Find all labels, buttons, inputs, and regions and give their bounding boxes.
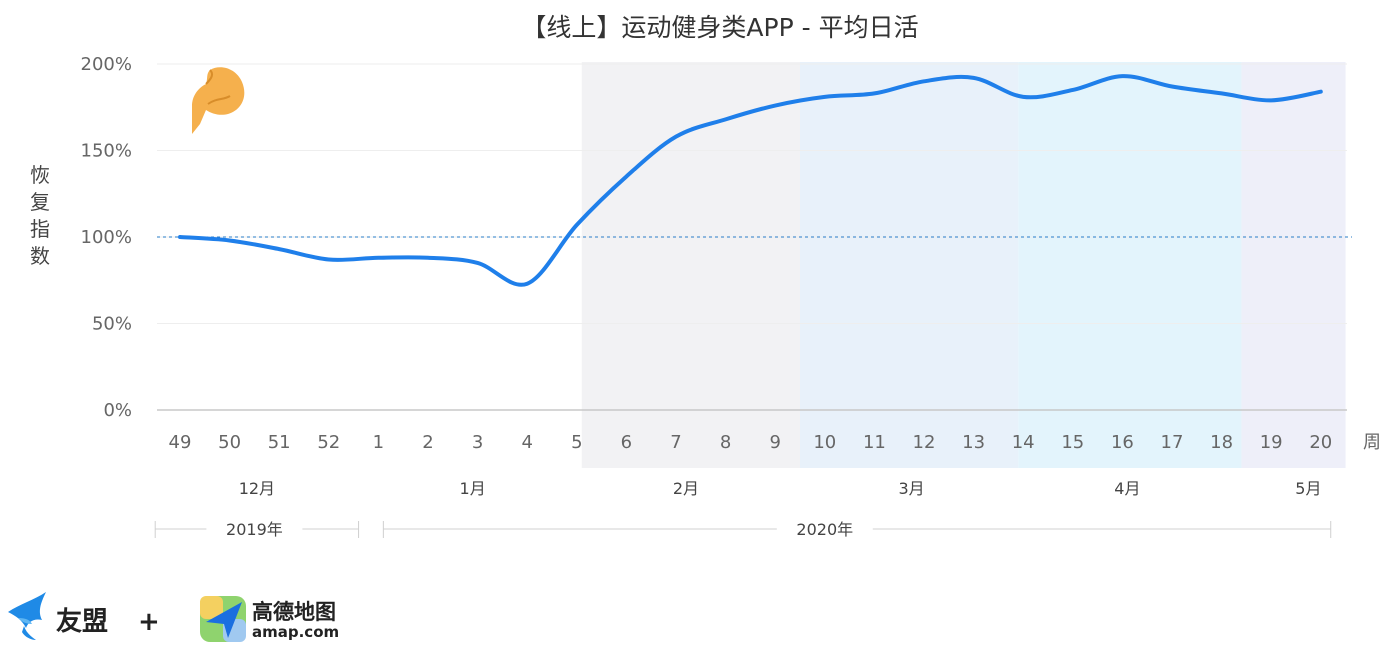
year-labels: 2019年 2020年 — [154, 518, 1332, 540]
year-label: 2020年 — [796, 520, 853, 539]
y-tick-label: 100% — [81, 227, 132, 248]
x-tick-label: 51 — [268, 432, 291, 453]
data-point — [327, 257, 331, 261]
y-tick-label: 200% — [81, 54, 132, 75]
data-point — [1220, 91, 1224, 95]
data-point — [575, 223, 579, 227]
data-point — [228, 238, 232, 242]
y-tick-label: 150% — [81, 141, 132, 162]
data-point — [376, 256, 380, 260]
data-point — [1071, 88, 1075, 92]
amap-en-text: amap.com — [252, 623, 339, 641]
chart-title: 【线上】运动健身类APP - 平均日活 — [521, 13, 918, 42]
y-axis-label-char: 指 — [30, 217, 50, 241]
x-tick-label: 18 — [1210, 432, 1233, 453]
y-axis-label-char: 数 — [30, 244, 50, 268]
data-point — [1120, 74, 1124, 78]
month-label: 3月 — [899, 479, 925, 498]
x-tick-label: 14 — [1012, 432, 1035, 453]
data-point — [724, 117, 728, 121]
umeng-bird-icon — [8, 592, 46, 640]
x-tick-label: 20 — [1309, 432, 1332, 453]
y-axis-label-char: 复 — [30, 190, 50, 214]
x-tick-label: 3 — [472, 432, 483, 453]
year-label: 2019年 — [226, 520, 283, 539]
data-point — [525, 282, 529, 286]
data-point — [1319, 90, 1323, 94]
amap-cn-text: 高德地图 — [252, 600, 336, 624]
shade-band-1 — [581, 62, 800, 468]
x-tick-label: 52 — [317, 432, 340, 453]
x-unit-label: 周 — [1363, 432, 1381, 453]
x-tick-label: 5 — [571, 432, 582, 453]
y-axis-label-char: 恢 — [30, 163, 50, 187]
data-point — [922, 79, 926, 83]
data-point — [277, 247, 281, 251]
x-tick-label: 17 — [1161, 432, 1184, 453]
year-label-bg — [776, 518, 873, 540]
x-tick-label: 6 — [621, 432, 632, 453]
shade-band-4 — [1241, 62, 1346, 468]
data-point — [426, 256, 430, 260]
x-tick-label: 10 — [813, 432, 836, 453]
x-tick-label: 15 — [1061, 432, 1084, 453]
flexed-arm-icon — [192, 67, 245, 134]
data-point — [674, 135, 678, 139]
data-point — [872, 91, 876, 95]
x-tick-label: 16 — [1111, 432, 1134, 453]
y-tick-labels: 0% 50% 100% 150% 200% — [81, 54, 132, 421]
x-tick-label: 50 — [218, 432, 241, 453]
x-tick-label: 9 — [769, 432, 780, 453]
month-label: 1月 — [460, 479, 486, 498]
x-tick-label: 12 — [913, 432, 936, 453]
month-label: 12月 — [239, 479, 275, 498]
umeng-text: 友盟 — [56, 607, 108, 637]
x-tick-label: 7 — [670, 432, 681, 453]
year-label-bg — [206, 518, 303, 540]
x-tick-label: 1 — [373, 432, 384, 453]
y-gridlines — [157, 63, 1352, 411]
x-tick-labels: 49 50 51 52 1 2 3 4 5 6 7 8 9 10 11 12 13 14 15 16 17 18 19 20 — [169, 432, 1333, 453]
period-shading — [581, 62, 1346, 468]
y-tick-label: 0% — [103, 400, 132, 421]
amap-app-icon — [200, 596, 246, 642]
y-tick-label: 50% — [92, 314, 132, 335]
amap-logo: 高德地图 amap.com — [200, 596, 339, 642]
month-label: 2月 — [673, 479, 699, 498]
x-tick-label: 49 — [169, 432, 192, 453]
data-point — [972, 76, 976, 80]
x-tick-label: 4 — [521, 432, 532, 453]
data-point — [1170, 84, 1174, 88]
data-point — [823, 95, 827, 99]
x-tick-label: 19 — [1260, 432, 1283, 453]
x-tick-label: 2 — [422, 432, 433, 453]
data-point — [1269, 98, 1273, 102]
x-tick-label: 8 — [720, 432, 731, 453]
series-line-path — [178, 74, 1323, 287]
x-tick-label: 13 — [962, 432, 985, 453]
data-point — [624, 174, 628, 178]
shade-band-3 — [1018, 62, 1242, 468]
series-line — [178, 74, 1323, 287]
data-point — [476, 261, 480, 265]
plus-sign: + — [138, 607, 160, 637]
data-point — [178, 235, 182, 239]
shade-band-2 — [800, 62, 1019, 468]
data-point — [773, 104, 777, 108]
month-label: 5月 — [1295, 479, 1321, 498]
month-labels: 12月 1月 2月 3月 4月 5月 — [239, 479, 1322, 498]
month-label: 4月 — [1114, 479, 1140, 498]
x-tick-label: 11 — [863, 432, 886, 453]
umeng-logo: 友盟 + — [8, 592, 160, 640]
data-point — [1021, 95, 1025, 99]
